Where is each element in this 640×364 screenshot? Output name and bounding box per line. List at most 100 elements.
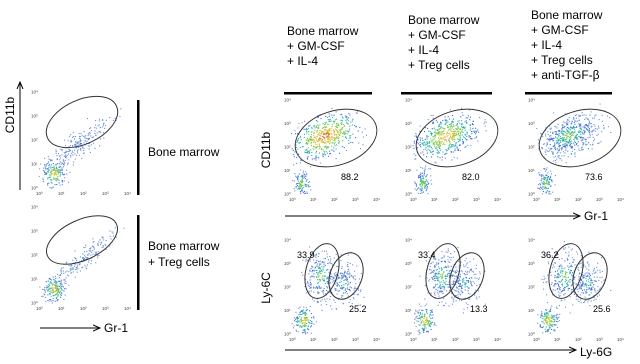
event-dot	[55, 164, 57, 166]
event-dot	[442, 127, 444, 130]
event-dot	[45, 168, 47, 170]
event-dot	[439, 135, 441, 137]
event-dot	[464, 260, 466, 262]
event-dot	[321, 131, 323, 133]
event-dot	[440, 138, 442, 140]
event-dot	[440, 127, 442, 129]
event-dot	[328, 138, 330, 140]
event-dot	[593, 269, 595, 271]
event-dot	[582, 280, 584, 282]
event-dot	[76, 152, 79, 154]
event-dot	[420, 317, 422, 319]
event-dot	[570, 126, 572, 128]
event-dot	[419, 324, 421, 326]
event-dot	[44, 173, 46, 175]
event-dot	[315, 126, 317, 128]
event-dot	[462, 128, 464, 131]
event-dot	[58, 277, 60, 279]
event-dot	[544, 320, 546, 322]
event-dot	[306, 308, 308, 311]
event-dot	[61, 181, 63, 183]
event-dot	[423, 331, 425, 334]
event-dot	[446, 131, 448, 133]
event-dot	[582, 273, 584, 276]
event-dot	[302, 322, 304, 324]
event-dot	[103, 124, 105, 126]
event-dot	[440, 281, 442, 283]
event-dot	[51, 289, 53, 291]
gate-value: 25.2	[349, 304, 367, 314]
y-tick-label: 10¹	[405, 308, 412, 313]
event-dot	[63, 290, 65, 292]
event-dot	[311, 269, 314, 272]
event-dot	[108, 245, 110, 247]
event-dot	[76, 147, 78, 149]
event-dot	[294, 173, 296, 175]
event-dot	[574, 136, 576, 138]
event-dot	[569, 281, 571, 283]
event-dot	[420, 152, 422, 154]
event-dot	[543, 319, 545, 321]
event-dot	[550, 148, 552, 150]
event-dot	[544, 151, 546, 153]
event-dot	[426, 144, 428, 146]
event-dot	[474, 294, 476, 296]
event-dot	[77, 142, 79, 144]
event-dot	[542, 188, 544, 190]
event-dot	[590, 126, 592, 128]
event-dot	[540, 326, 542, 328]
event-dot	[421, 175, 423, 177]
event-dot	[311, 127, 313, 130]
event-dot	[461, 271, 463, 273]
x-tick-label: 10⁰	[36, 306, 43, 311]
event-dot	[572, 259, 574, 261]
event-dot	[348, 268, 350, 270]
event-dot	[593, 280, 595, 282]
event-dot	[86, 250, 88, 252]
event-dot	[86, 264, 88, 266]
event-dot	[461, 279, 463, 281]
event-dot	[109, 230, 111, 232]
event-dot	[565, 277, 567, 279]
event-dot	[55, 180, 58, 182]
y-tick-label: 10⁰	[405, 192, 412, 197]
event-dot	[338, 134, 340, 136]
event-dot	[415, 132, 417, 134]
y-tick-label: 10²	[405, 285, 412, 290]
event-dot	[432, 314, 434, 316]
event-dot	[444, 282, 446, 284]
event-dot	[324, 271, 326, 273]
event-dot	[583, 264, 585, 267]
event-dot	[65, 282, 67, 285]
event-dot	[54, 170, 57, 172]
event-dot	[308, 291, 310, 293]
event-dot	[85, 256, 87, 258]
y-tick-label: 10⁴	[528, 98, 535, 103]
event-dot	[565, 144, 568, 146]
event-dot	[459, 150, 461, 152]
event-dot	[582, 137, 584, 139]
event-dot	[437, 263, 439, 265]
event-dot	[49, 282, 51, 284]
event-dot	[346, 118, 348, 120]
event-dot	[342, 140, 344, 142]
event-dot	[341, 273, 343, 275]
event-dot	[415, 134, 417, 136]
event-dot	[54, 293, 57, 296]
event-dot	[476, 136, 478, 138]
event-dot	[51, 166, 53, 168]
event-dot	[457, 296, 459, 298]
event-dot	[306, 158, 308, 160]
event-dot	[421, 180, 423, 182]
event-dot	[595, 271, 597, 273]
event-dot	[459, 135, 461, 137]
event-dot	[597, 142, 599, 145]
event-dot	[308, 185, 310, 187]
gate-value: 13.3	[470, 304, 488, 314]
event-dot	[549, 139, 551, 141]
event-dot	[444, 275, 446, 277]
event-dot	[424, 182, 426, 184]
event-dot	[423, 149, 425, 151]
event-dot	[567, 284, 569, 286]
event-dot	[304, 314, 306, 316]
